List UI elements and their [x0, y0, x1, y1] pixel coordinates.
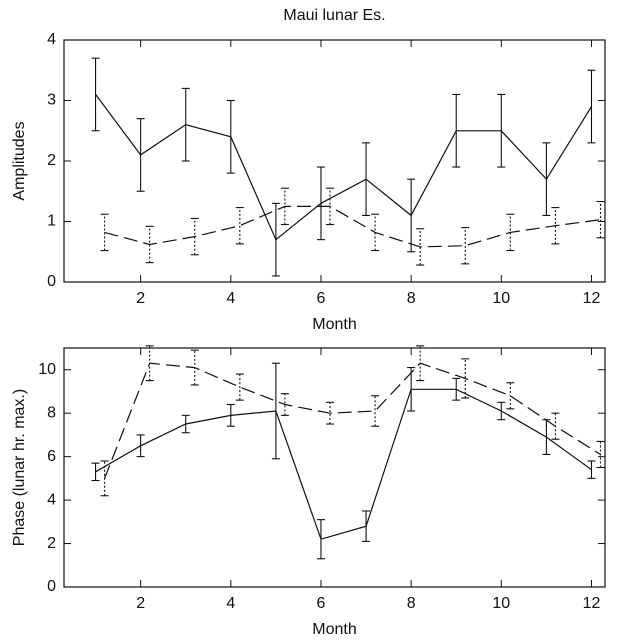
y-tick-label: 6 — [47, 448, 56, 465]
error-bar — [596, 200, 605, 239]
x-tick-label: 2 — [136, 595, 145, 612]
error-bar — [596, 440, 605, 469]
error-bar — [506, 213, 515, 252]
x-tick-label: 4 — [226, 595, 235, 612]
y-tick-label: 0 — [47, 273, 56, 290]
x-axis-label: Month — [312, 316, 356, 333]
x-tick-label: 4 — [226, 290, 235, 307]
x-tick-label: 6 — [317, 290, 326, 307]
error-bar — [416, 228, 425, 266]
error-bar — [371, 213, 380, 252]
x-tick-label: 6 — [317, 595, 326, 612]
x-tick-label: 8 — [407, 595, 416, 612]
error-bar — [542, 419, 551, 456]
y-tick-label: 10 — [38, 361, 56, 378]
y-tick-label: 2 — [47, 152, 56, 169]
series-line — [104, 362, 601, 479]
error-bar — [325, 401, 334, 425]
error-bar — [271, 362, 280, 460]
error-bar — [497, 401, 506, 421]
error-bar — [452, 93, 461, 168]
x-tick-label: 10 — [492, 595, 510, 612]
error-bar — [316, 519, 325, 560]
x-tick-label: 10 — [492, 290, 510, 307]
x-tick-label: 2 — [136, 290, 145, 307]
error-bar — [136, 118, 145, 192]
error-bar — [587, 460, 596, 479]
error-bar — [416, 345, 425, 382]
error-bar — [226, 99, 235, 174]
error-bar — [226, 403, 235, 427]
x-axis-label: Month — [312, 621, 356, 638]
y-axis-label: Amplitudes — [11, 121, 28, 200]
error-bar — [316, 166, 325, 241]
error-bar — [542, 142, 551, 216]
error-bar — [91, 462, 100, 482]
error-bar — [100, 460, 109, 497]
error-bar — [506, 382, 515, 410]
series-line — [104, 205, 601, 248]
chart-title: Maui lunar Es. — [283, 7, 385, 24]
error-bar — [461, 227, 470, 265]
x-tick-label: 12 — [583, 290, 601, 307]
y-tick-label: 4 — [47, 31, 56, 48]
x-tick-label: 8 — [407, 290, 416, 307]
error-bar — [145, 225, 154, 264]
error-bar — [452, 377, 461, 401]
error-bar — [280, 393, 289, 416]
error-bar — [407, 367, 416, 412]
error-bar — [407, 178, 416, 253]
error-bar — [325, 187, 334, 226]
error-bar — [235, 207, 244, 245]
error-bar — [551, 207, 560, 245]
error-bar — [362, 510, 371, 542]
series-line — [95, 388, 592, 540]
series-line — [95, 94, 593, 241]
error-bar — [190, 217, 199, 256]
y-tick-label: 0 — [47, 578, 56, 595]
error-bar — [235, 373, 244, 401]
plot-frame — [63, 39, 606, 283]
x-tick-label: 12 — [583, 595, 601, 612]
y-tick-label: 3 — [47, 92, 56, 109]
error-bar — [190, 349, 199, 386]
error-bar — [497, 93, 506, 168]
y-axis-label: Phase (lunar hr. max.) — [11, 389, 28, 546]
error-bar — [551, 412, 560, 440]
error-bar — [587, 69, 596, 144]
y-tick-label: 8 — [47, 404, 56, 421]
error-bar — [362, 142, 371, 216]
y-tick-label: 4 — [47, 491, 56, 508]
error-bar — [371, 395, 380, 427]
error-bar — [91, 57, 100, 132]
error-bar — [181, 414, 190, 434]
error-bar — [100, 213, 109, 252]
error-bar — [145, 345, 154, 382]
error-bar — [136, 434, 145, 458]
error-bar — [271, 202, 280, 277]
plot-frame — [63, 347, 606, 588]
error-bar — [280, 187, 289, 226]
y-tick-label: 2 — [47, 535, 56, 552]
y-tick-label: 1 — [47, 213, 56, 230]
error-bar — [461, 358, 470, 399]
error-bar — [181, 87, 190, 162]
